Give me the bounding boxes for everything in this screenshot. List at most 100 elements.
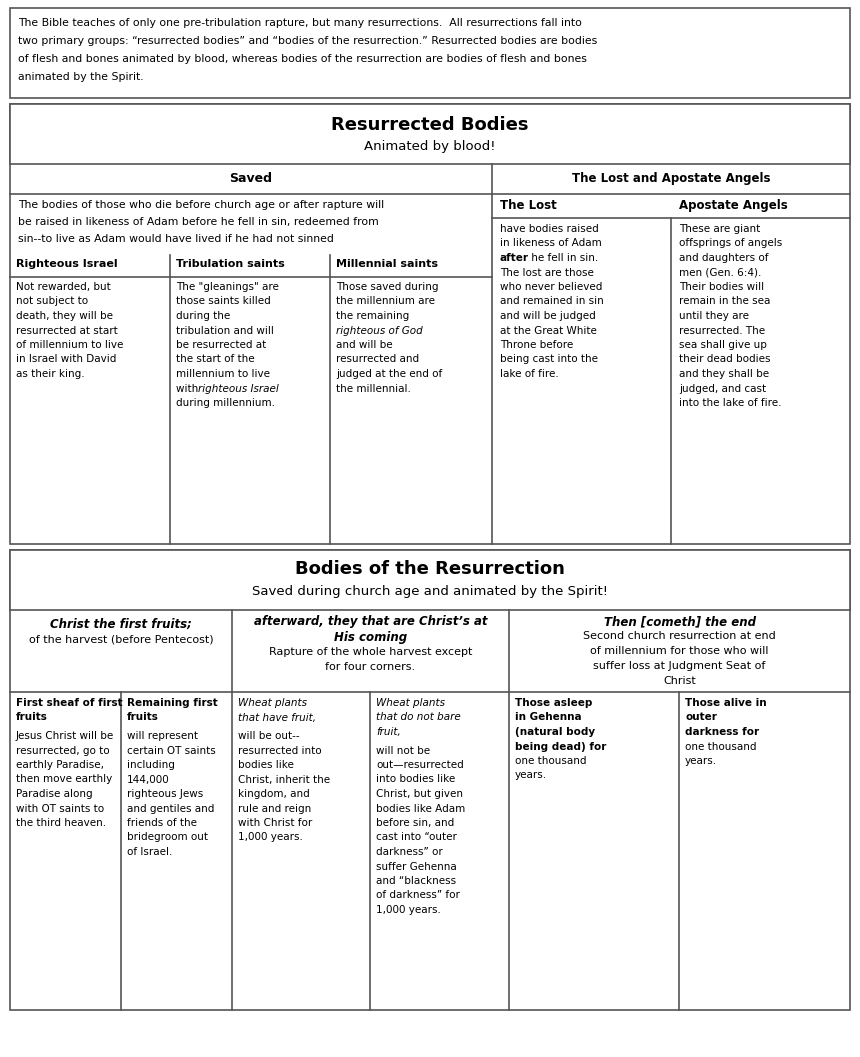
Text: into bodies like: into bodies like <box>376 775 455 784</box>
Text: who never believed: who never believed <box>500 282 602 292</box>
Text: and will be judged: and will be judged <box>500 311 596 321</box>
Text: at the Great White: at the Great White <box>500 326 597 335</box>
Text: will not be: will not be <box>376 745 430 756</box>
Text: 144,000: 144,000 <box>127 775 169 784</box>
Text: bridegroom out: bridegroom out <box>127 833 208 842</box>
Text: bodies like Adam: bodies like Adam <box>376 803 465 814</box>
Text: in likeness of Adam: in likeness of Adam <box>500 239 602 248</box>
Text: one thousand: one thousand <box>685 742 757 752</box>
Text: 1,000 years.: 1,000 years. <box>238 833 303 842</box>
Text: Rapture of the whole harvest except: Rapture of the whole harvest except <box>269 647 472 657</box>
Text: righteous of God: righteous of God <box>336 326 423 335</box>
Text: fruits: fruits <box>16 712 48 723</box>
Text: tribulation and will: tribulation and will <box>176 326 273 335</box>
Text: be resurrected at: be resurrected at <box>176 340 267 350</box>
Text: Wheat plants: Wheat plants <box>238 698 307 708</box>
Text: with OT saints to: with OT saints to <box>16 803 104 814</box>
Text: bodies like: bodies like <box>238 760 294 769</box>
Text: resurrected and: resurrected and <box>336 354 419 365</box>
Text: certain OT saints: certain OT saints <box>127 745 216 756</box>
Text: Apostate Angels: Apostate Angels <box>679 199 788 212</box>
Text: sin--to live as Adam would have lived if he had not sinned: sin--to live as Adam would have lived if… <box>18 234 334 244</box>
Text: Animated by blood!: Animated by blood! <box>365 140 495 153</box>
Text: of millennium to live: of millennium to live <box>16 340 123 350</box>
Text: after: after <box>500 253 529 263</box>
Text: with: with <box>176 384 201 393</box>
Text: rule and reign: rule and reign <box>238 803 311 814</box>
Text: and remained in sin: and remained in sin <box>500 297 604 307</box>
Bar <box>10 550 850 1010</box>
Text: kingdom, and: kingdom, and <box>238 789 310 799</box>
Text: resurrected into: resurrected into <box>238 745 322 756</box>
Text: years.: years. <box>515 771 547 780</box>
Text: Millennial saints: Millennial saints <box>336 259 438 268</box>
Text: Those saved during: Those saved during <box>336 282 439 292</box>
Text: will be out--: will be out-- <box>238 731 299 741</box>
Bar <box>10 550 850 610</box>
Text: will represent: will represent <box>127 731 198 741</box>
Text: Paradise along: Paradise along <box>16 789 93 799</box>
Text: darkness for: darkness for <box>685 727 759 737</box>
Text: that have fruit,: that have fruit, <box>238 712 316 723</box>
Text: be raised in likeness of Adam before he fell in sin, redeemed from: be raised in likeness of Adam before he … <box>18 217 378 227</box>
Text: cast into “outer: cast into “outer <box>376 833 457 842</box>
Text: those saints killed: those saints killed <box>176 297 271 307</box>
Text: out—resurrected: out—resurrected <box>376 760 464 769</box>
Text: millennium to live: millennium to live <box>176 369 270 379</box>
Text: the millennium are: the millennium are <box>336 297 435 307</box>
Text: the remaining: the remaining <box>336 311 409 321</box>
Text: friends of the: friends of the <box>127 818 197 828</box>
Text: resurrected. The: resurrected. The <box>679 326 765 335</box>
Text: Not rewarded, but: Not rewarded, but <box>16 282 111 292</box>
Text: Those asleep: Those asleep <box>515 698 593 708</box>
Text: darkness” or: darkness” or <box>376 847 443 857</box>
Text: judged, and cast: judged, and cast <box>679 384 766 393</box>
Text: Tribulation saints: Tribulation saints <box>176 259 285 268</box>
Text: that do not bare: that do not bare <box>376 712 461 723</box>
Text: of Israel.: of Israel. <box>127 847 172 857</box>
Text: The Lost and Apostate Angels: The Lost and Apostate Angels <box>572 172 771 185</box>
Text: The bodies of those who die before church age or after rapture will: The bodies of those who die before churc… <box>18 200 384 210</box>
Text: the start of the: the start of the <box>176 354 255 365</box>
Text: then move earthly: then move earthly <box>16 775 113 784</box>
Text: earthly Paradise,: earthly Paradise, <box>16 760 104 769</box>
Text: being cast into the: being cast into the <box>500 354 598 365</box>
Text: remain in the sea: remain in the sea <box>679 297 771 307</box>
Text: for four corners.: for four corners. <box>325 662 415 672</box>
Text: death, they will be: death, they will be <box>16 311 113 321</box>
Text: suffer loss at Judgment Seat of: suffer loss at Judgment Seat of <box>593 661 765 671</box>
Text: Second church resurrection at end: Second church resurrection at end <box>583 631 776 641</box>
Text: Resurrected Bodies: Resurrected Bodies <box>331 116 529 134</box>
Text: The Bible teaches of only one pre-tribulation rapture, but many resurrections.  : The Bible teaches of only one pre-tribul… <box>18 18 582 27</box>
Text: Christ, but given: Christ, but given <box>376 789 463 799</box>
Text: First sheaf of first: First sheaf of first <box>16 698 123 708</box>
Text: righteous Jews: righteous Jews <box>127 789 203 799</box>
Text: Their bodies will: Their bodies will <box>679 282 765 292</box>
Text: and they shall be: and they shall be <box>679 369 769 379</box>
Bar <box>10 8 850 98</box>
Text: have bodies raised: have bodies raised <box>500 224 599 234</box>
Text: animated by the Spirit.: animated by the Spirit. <box>18 72 144 82</box>
Text: Christ: Christ <box>663 676 696 686</box>
Text: of flesh and bones animated by blood, whereas bodies of the resurrection are bod: of flesh and bones animated by blood, wh… <box>18 54 587 64</box>
Text: as their king.: as their king. <box>16 369 84 379</box>
Text: lake of fire.: lake of fire. <box>500 369 559 379</box>
Text: Remaining first: Remaining first <box>127 698 218 708</box>
Text: Saved during church age and animated by the Spirit!: Saved during church age and animated by … <box>252 585 608 598</box>
Text: outer: outer <box>685 712 717 723</box>
Text: and will be: and will be <box>336 340 393 350</box>
Text: suffer Gehenna: suffer Gehenna <box>376 861 457 872</box>
Text: afterward, they that are Christ’s at: afterward, they that are Christ’s at <box>254 615 488 628</box>
Text: not subject to: not subject to <box>16 297 88 307</box>
Bar <box>10 104 850 544</box>
Text: resurrected, go to: resurrected, go to <box>16 745 109 756</box>
Text: Jesus Christ will be: Jesus Christ will be <box>16 731 114 741</box>
Text: during the: during the <box>176 311 230 321</box>
Text: in Israel with David: in Israel with David <box>16 354 116 365</box>
Text: he fell in sin.: he fell in sin. <box>528 253 599 263</box>
Text: two primary groups: “resurrected bodies” and “bodies of the resurrection.” Resur: two primary groups: “resurrected bodies”… <box>18 36 597 47</box>
Text: judged at the end of: judged at the end of <box>336 369 442 379</box>
Text: Saved: Saved <box>230 172 273 185</box>
Text: Bodies of the Resurrection: Bodies of the Resurrection <box>295 560 565 578</box>
Text: The lost are those: The lost are those <box>500 267 594 278</box>
